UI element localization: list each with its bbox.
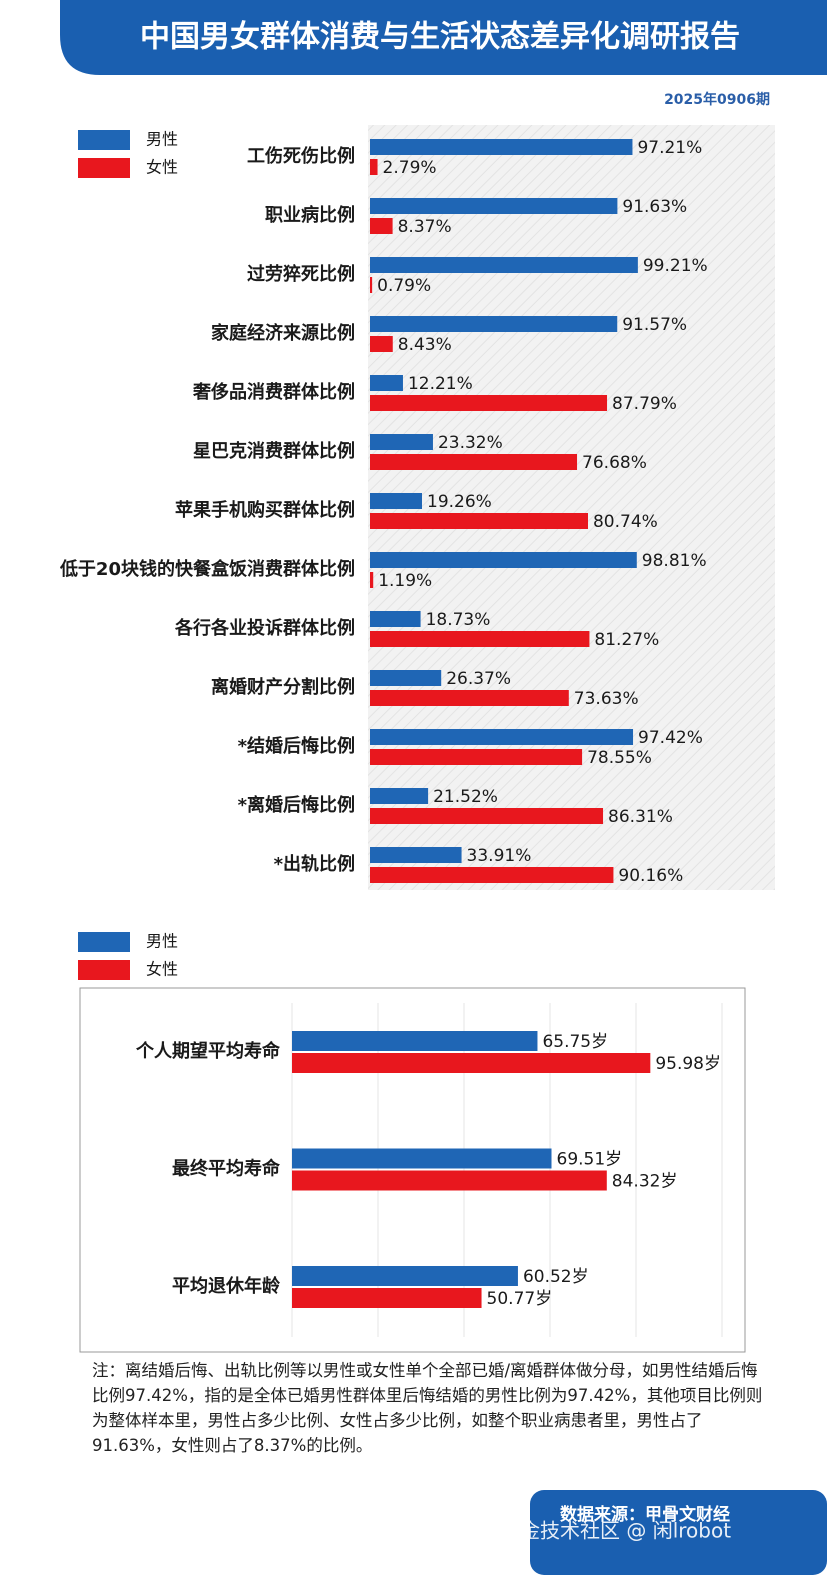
legend-label: 女性 <box>146 960 178 979</box>
value-label: 60.52岁 <box>523 1267 589 1287</box>
bar <box>370 788 429 804</box>
bar <box>370 336 393 352</box>
category-label: 最终平均寿命 <box>172 1158 281 1180</box>
bar <box>370 552 637 568</box>
value-label: 73.63% <box>574 689 639 709</box>
value-label: 78.55% <box>587 748 652 768</box>
bar <box>370 808 604 824</box>
category-label: 苹果手机购买群体比例 <box>175 499 355 521</box>
bar <box>370 493 423 509</box>
value-label: 97.42% <box>638 728 703 748</box>
bar <box>370 611 421 627</box>
bar <box>370 729 634 745</box>
value-label: 76.68% <box>582 453 647 473</box>
bar <box>370 690 569 706</box>
legend-swatch <box>78 932 130 952</box>
bar <box>370 434 433 450</box>
bar <box>370 198 618 214</box>
category-label: 个人期望平均寿命 <box>135 1040 281 1062</box>
bar <box>370 749 583 765</box>
bar <box>292 1148 552 1169</box>
header-banner <box>60 0 827 75</box>
value-label: 8.43% <box>398 335 452 355</box>
note: 注：离结婚后悔、出轨比例等以男性或女性单个全部已婚/离婚群体做分母，如男性结婚后… <box>92 1361 763 1455</box>
category-label: 职业病比例 <box>265 204 355 226</box>
value-label: 18.73% <box>426 610 491 630</box>
issue: 2025年0906期 <box>664 91 770 108</box>
category-label: 过劳猝死比例 <box>247 263 355 285</box>
value-label: 2.79% <box>383 158 437 178</box>
value-label: 86.31% <box>608 807 673 827</box>
value-label: 50.77岁 <box>487 1289 553 1309</box>
source: 数据来源：甲骨文财经 <box>560 1504 730 1525</box>
category-label: 各行各业投诉群体比例 <box>174 617 355 639</box>
value-label: 26.37% <box>446 669 511 689</box>
legend-swatch <box>78 960 130 980</box>
bar <box>370 218 393 234</box>
bar <box>370 867 614 883</box>
bar <box>292 1031 538 1051</box>
value-label: 84.32岁 <box>612 1172 678 1192</box>
watermark: 掘金技术社区 @ 闲lrobot <box>500 1519 731 1543</box>
bar <box>292 1266 518 1286</box>
value-label: 97.21% <box>637 138 702 158</box>
value-label: 80.74% <box>593 512 658 532</box>
bar <box>370 631 590 647</box>
value-label: 87.79% <box>612 394 677 414</box>
category-label: 星巴克消费群体比例 <box>193 440 355 462</box>
category-label: *出轨比例 <box>274 853 355 875</box>
footer-box <box>530 1490 827 1575</box>
bar <box>370 139 633 155</box>
category-label: 家庭经济来源比例 <box>211 322 355 344</box>
legend-label: 男性 <box>146 130 178 149</box>
title: 中国男女群体消费与生活状态差异化调研报告 <box>140 20 740 55</box>
legend-swatch <box>78 130 130 150</box>
value-label: 91.63% <box>622 197 687 217</box>
value-label: 99.21% <box>643 256 708 276</box>
value-label: 19.26% <box>427 492 492 512</box>
value-label: 98.81% <box>642 551 707 571</box>
category-label: 奢侈品消费群体比例 <box>192 381 355 403</box>
bar <box>370 670 442 686</box>
category-label: 平均退休年龄 <box>172 1275 281 1297</box>
value-label: 33.91% <box>467 846 532 866</box>
category-label: *离婚后悔比例 <box>238 794 355 816</box>
bar <box>370 395 608 411</box>
value-label: 23.32% <box>438 433 503 453</box>
value-label: 69.51岁 <box>557 1150 623 1170</box>
value-label: 12.21% <box>408 374 473 394</box>
category-label: *结婚后悔比例 <box>238 735 355 757</box>
legend-label: 女性 <box>146 158 178 177</box>
bar <box>370 159 378 175</box>
value-label: 0.79% <box>377 276 431 296</box>
value-label: 95.98岁 <box>655 1054 721 1074</box>
category-label: 工伤死伤比例 <box>247 145 355 167</box>
value-label: 90.16% <box>618 866 683 886</box>
bar <box>370 316 618 332</box>
value-label: 21.52% <box>433 787 498 807</box>
value-label: 8.37% <box>398 217 452 237</box>
category-label: 离婚财产分割比例 <box>211 676 355 698</box>
bar <box>370 572 374 588</box>
bar <box>370 513 588 529</box>
value-label: 81.27% <box>594 630 659 650</box>
bar <box>370 257 638 273</box>
legend-label: 男性 <box>146 932 178 951</box>
value-label: 1.19% <box>378 571 432 591</box>
bar <box>370 277 373 293</box>
bar <box>370 454 578 470</box>
category-label: 低于20块钱的快餐盒饭消费群体比例 <box>59 558 355 580</box>
value-label: 65.75岁 <box>542 1032 608 1052</box>
bar <box>370 847 462 863</box>
bar <box>292 1288 482 1308</box>
bar <box>292 1053 651 1073</box>
value-label: 91.57% <box>622 315 687 335</box>
legend-swatch <box>78 158 130 178</box>
bar <box>292 1170 607 1191</box>
bar <box>370 375 403 391</box>
